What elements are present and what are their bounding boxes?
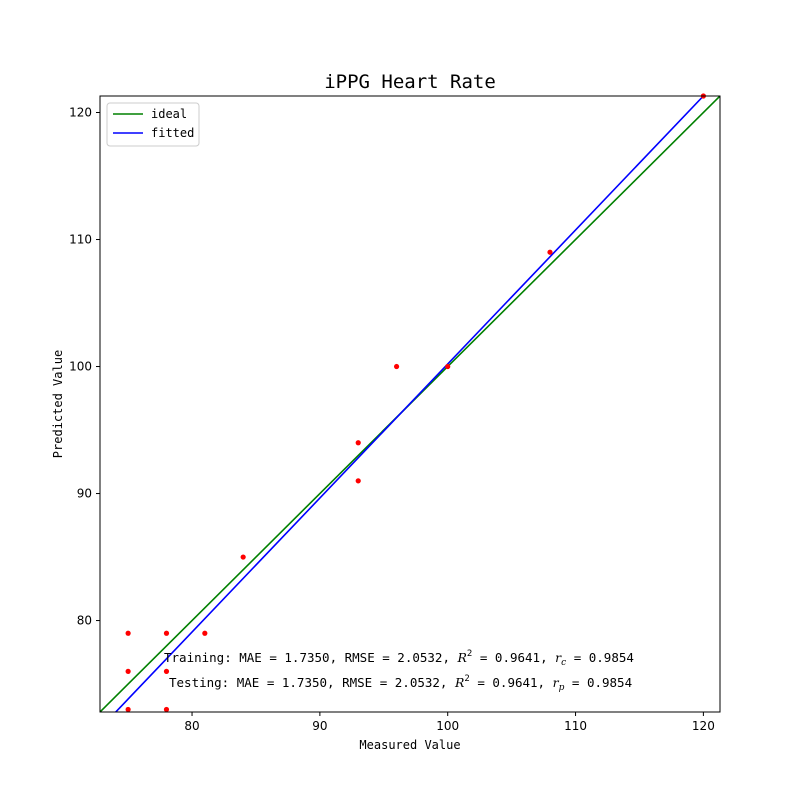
training-rc-value: = 0.9854 [566,650,634,665]
testing-r2-value: = 0.9641, [470,675,553,690]
data-point [393,363,400,370]
data-point [202,630,208,636]
testing-prefix: Testing: MAE = 1.7350, RMSE = 2.0532, [169,675,455,690]
data-point [445,363,451,370]
series-line-fitted [114,96,704,712]
testing-rp-value: = 0.9854 [564,675,632,690]
y-tick-label: 80 [77,614,92,628]
x-tick-label: 100 [436,719,459,733]
x-axis: 80 90 100 110 120 [184,712,715,733]
legend-label-fitted: fitted [151,126,194,140]
data-point [125,630,131,636]
x-axis-label: Measured Value [359,738,460,752]
y-axis-label: Predicted Value [51,350,65,458]
x-tick-label: 80 [184,719,199,733]
y-tick-label: 90 [77,487,92,501]
training-r2-value: = 0.9641, [472,650,555,665]
training-r2-symbol: R [457,650,467,665]
data-point [125,706,131,713]
x-tick-label: 90 [312,719,327,733]
data-point [163,706,170,713]
data-point [163,630,170,636]
training-prefix: Training: MAE = 1.7350, RMSE = 2.0532, [164,650,458,665]
data-point [125,668,131,674]
legend-label-ideal: ideal [151,107,187,121]
plot-lines [100,96,720,712]
chart-title: iPPG Heart Rate [324,71,496,93]
testing-r2-power: 2 [464,674,469,684]
testing-metrics: Testing: MAE = 1.7350, RMSE = 2.0532, R2… [169,674,632,693]
annotations: Training: MAE = 1.7350, RMSE = 2.0532, R… [164,649,634,693]
plot-points [125,93,706,713]
data-point [163,668,170,674]
y-tick-label: 100 [69,360,92,374]
x-tick-label: 120 [692,719,715,733]
testing-r2-symbol: R [454,675,464,690]
x-tick-label: 110 [564,719,587,733]
testing-rp-sub: p [559,683,565,693]
y-axis: 80 90 100 110 120 [69,106,100,628]
testing-rp-symbol: r [553,675,560,690]
training-rc-symbol: r [555,650,562,665]
training-metrics: Training: MAE = 1.7350, RMSE = 2.0532, R… [164,649,634,668]
training-r2-power: 2 [467,649,472,659]
training-rc-sub: c [561,658,566,668]
y-tick-label: 120 [69,106,92,120]
data-point [355,440,361,446]
legend: ideal fitted [106,102,200,147]
data-point [240,554,246,560]
data-point [355,478,361,484]
y-tick-label: 110 [69,233,92,247]
data-point [547,249,553,255]
plot-frame [99,95,721,713]
